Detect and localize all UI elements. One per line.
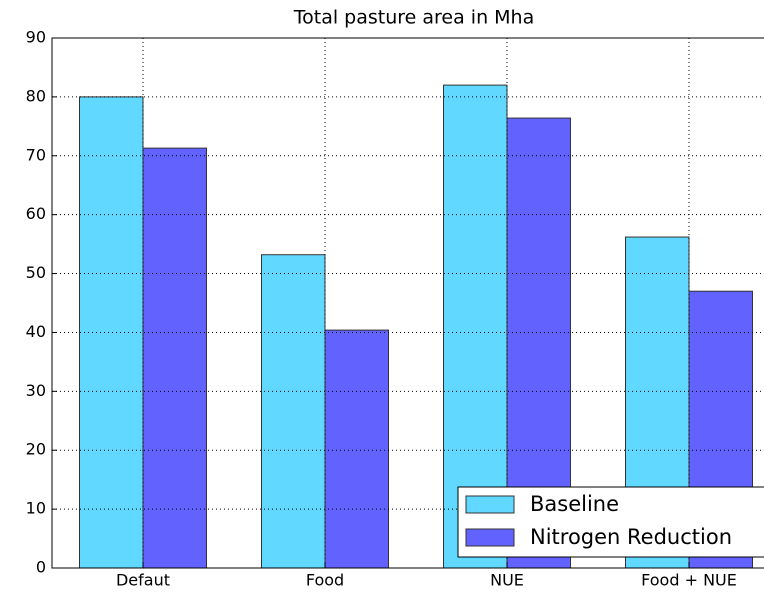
- y-tick-label: 90: [26, 28, 46, 47]
- x-tick-label: Defaut: [116, 571, 170, 590]
- y-tick-label: 50: [26, 263, 46, 282]
- legend-label: Baseline: [530, 492, 619, 516]
- y-tick-label: 60: [26, 204, 46, 223]
- y-tick-label: 70: [26, 145, 46, 164]
- bar: [142, 147, 207, 569]
- legend: Baseline Nitrogen Reduction: [457, 486, 764, 558]
- y-tick-label: 0: [36, 558, 46, 577]
- y-tick-label: 20: [26, 440, 46, 459]
- legend-swatch: [465, 495, 515, 514]
- x-tick-label: NUE: [490, 571, 524, 590]
- legend-swatch: [465, 528, 515, 547]
- x-tick-label: Food: [306, 571, 344, 590]
- chart-title: Total pasture area in Mha: [293, 7, 534, 29]
- x-tick-label: Food + NUE: [641, 571, 737, 590]
- bar: [79, 96, 144, 569]
- y-tick-label: 80: [26, 86, 46, 105]
- legend-label: Nitrogen Reduction: [530, 525, 732, 549]
- y-tick-label: 10: [26, 499, 46, 518]
- y-tick-label: 30: [26, 381, 46, 400]
- bar: [261, 254, 326, 569]
- bar: [324, 329, 389, 569]
- plot-frame: [51, 37, 764, 569]
- y-tick-label: 40: [26, 322, 46, 341]
